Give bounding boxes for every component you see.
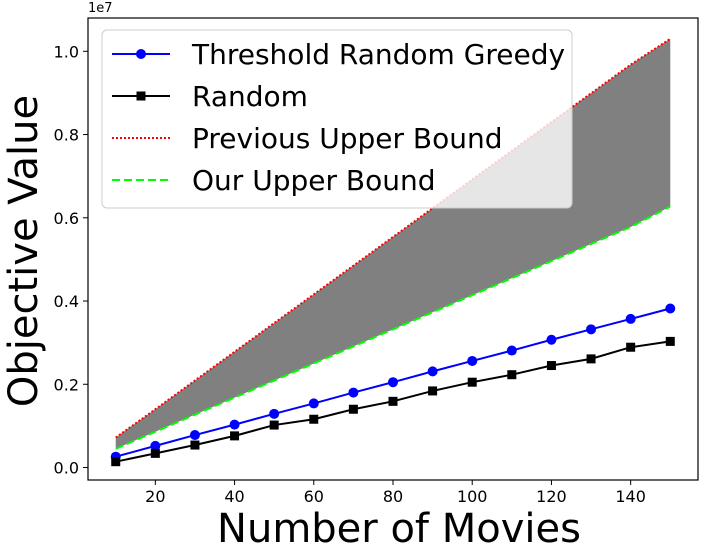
y-tick-label: 1.0: [54, 42, 79, 61]
data-point: [428, 386, 438, 396]
y-axis-label: Objective Value: [1, 95, 47, 407]
series-threshold-random-greedy: [110, 303, 676, 462]
x-tick-label: 140: [615, 487, 646, 506]
data-point: [388, 377, 398, 388]
legend-item-our-upper-bound: Our Upper Bound: [112, 164, 435, 197]
legend-label: Our Upper Bound: [192, 164, 435, 197]
legend-marker: [136, 91, 146, 101]
y-offset-label: 1e7: [88, 1, 113, 16]
legend-label: Random: [192, 80, 308, 113]
data-point: [150, 440, 161, 451]
legend-item-random: Random: [112, 80, 308, 113]
series-our-upper-bound: [115, 205, 671, 450]
data-point: [230, 431, 240, 441]
data-point: [189, 430, 200, 441]
legend: Threshold Random Greedy Random Previous Up…: [101, 29, 573, 209]
series-random: [111, 336, 675, 467]
x-tick-label: 80: [383, 487, 403, 506]
data-point: [229, 419, 240, 430]
y-tick-label: 0.2: [54, 375, 79, 394]
data-point: [269, 420, 279, 430]
x-tick-label: 120: [536, 487, 567, 506]
legend-label: Threshold Random Greedy: [191, 38, 565, 71]
legend-marker: [136, 49, 146, 59]
data-point: [348, 387, 359, 398]
x-tick-label: 40: [224, 487, 244, 506]
data-point: [427, 366, 438, 377]
series-previous-upper-bound: [115, 37, 671, 439]
y-tick-label: 0.0: [54, 459, 79, 478]
x-tick-label: 20: [145, 487, 165, 506]
data-point: [190, 440, 200, 450]
legend-label: Previous Upper Bound: [192, 122, 503, 155]
series-line: [115, 37, 671, 439]
data-point: [665, 303, 676, 314]
data-point: [507, 370, 517, 380]
data-point: [308, 398, 319, 409]
y-tick-label: 0.4: [54, 292, 79, 311]
data-point: [546, 334, 557, 345]
data-point: [309, 414, 319, 424]
legend-box: [101, 29, 573, 209]
data-point: [111, 457, 121, 467]
y-tick-label: 0.8: [54, 126, 79, 145]
data-point: [625, 313, 636, 324]
x-tick-label: 100: [457, 487, 488, 506]
x-axis-label: Number of Movies: [217, 506, 581, 545]
legend-item-previous-upper-bound: Previous Upper Bound: [112, 122, 503, 155]
x-tick-label: 60: [304, 487, 324, 506]
data-point: [150, 448, 160, 458]
data-point: [506, 345, 517, 356]
data-point: [269, 408, 280, 419]
data-point: [586, 324, 597, 335]
series-line: [115, 205, 671, 450]
data-point: [467, 355, 478, 366]
data-point: [348, 404, 358, 414]
y-tick-label: 0.6: [54, 209, 79, 228]
data-point: [626, 342, 636, 352]
data-point: [586, 354, 596, 364]
legend-item-threshold-random-greedy: Threshold Random Greedy: [112, 38, 565, 71]
data-point: [467, 377, 477, 387]
data-point: [546, 361, 556, 371]
data-point: [665, 336, 675, 346]
data-point: [388, 396, 398, 406]
